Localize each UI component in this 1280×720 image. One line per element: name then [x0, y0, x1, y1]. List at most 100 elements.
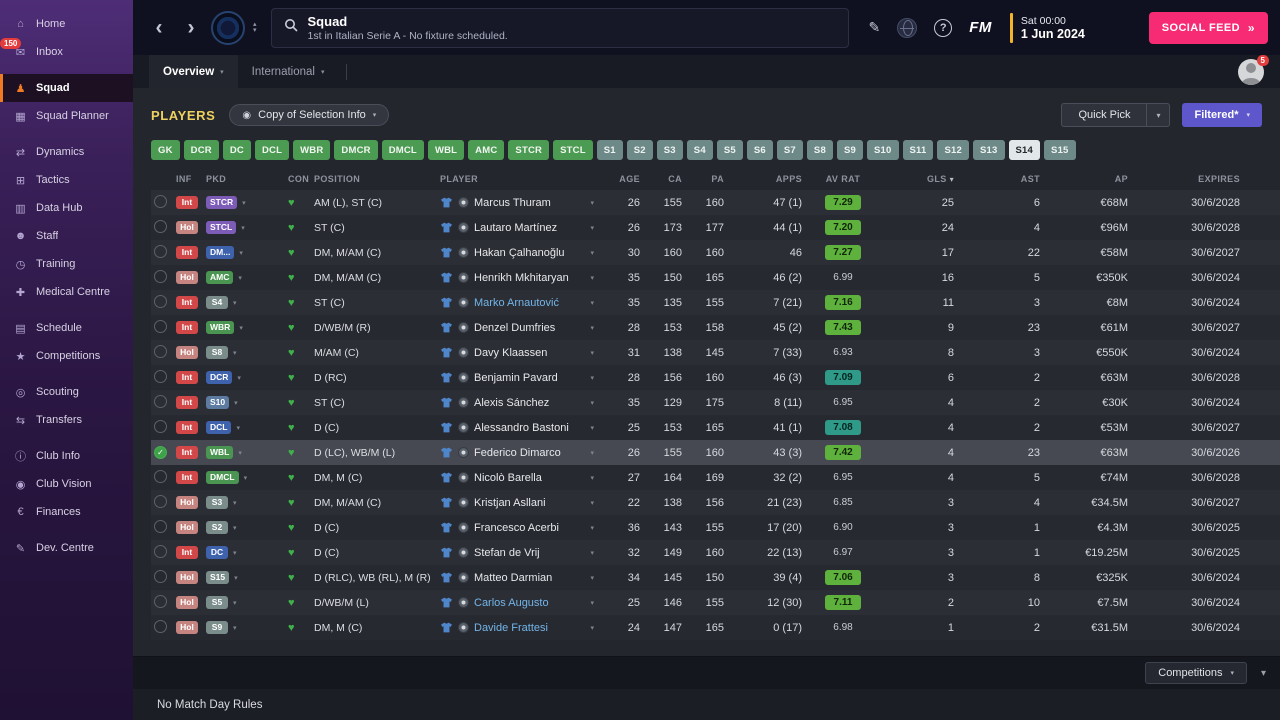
- social-feed-button[interactable]: SOCIAL FEED »: [1148, 11, 1268, 44]
- position-filter-s12[interactable]: S12: [937, 140, 969, 160]
- sidebar-item-inbox[interactable]: ✉ Inbox 150: [0, 38, 133, 66]
- sidebar-item-schedule[interactable]: ▤ Schedule: [0, 314, 133, 342]
- sidebar-item-squad[interactable]: ♟ Squad: [0, 74, 133, 102]
- sidebar-item-club-info[interactable]: ⓘ Club Info: [0, 442, 133, 470]
- position-filter-s8[interactable]: S8: [806, 140, 833, 160]
- forward-button[interactable]: ›: [179, 17, 203, 38]
- row-checkbox[interactable]: [154, 619, 167, 633]
- player-row-denzel-dumfries[interactable]: Int WBR ▾ ♥ D/WB/M (R) Denzel Dumfries ▾ 28 153 1…: [151, 315, 1280, 340]
- player-cell[interactable]: Henrikh Mkhitaryan ▾: [437, 272, 601, 284]
- player-row-federico-dimarco[interactable]: ✓ Int WBL ▾ ♥ D (LC), WB/M (L) Federico Dimarc…: [151, 440, 1280, 465]
- sidebar-item-dynamics[interactable]: ⇄ Dynamics: [0, 138, 133, 166]
- picked-position-badge[interactable]: S9: [206, 620, 228, 635]
- column-header-expires[interactable]: EXPIRES: [1198, 174, 1240, 184]
- edit-icon[interactable]: ✎: [868, 19, 881, 35]
- position-filter-s14[interactable]: S14: [1008, 140, 1041, 160]
- position-filter-s1[interactable]: S1: [596, 140, 623, 160]
- sidebar-item-home[interactable]: ⌂ Home: [0, 10, 133, 38]
- picked-position-badge[interactable]: S10: [206, 395, 230, 410]
- sidebar-item-tactics[interactable]: ⊞ Tactics: [0, 166, 133, 194]
- picked-position-badge[interactable]: WBL: [206, 445, 234, 460]
- column-header-apps[interactable]: APPS: [775, 174, 802, 184]
- player-row-alexis-s-nchez[interactable]: Int S10 ▾ ♥ ST (C) Alexis Sánchez ▾ 35 129 175 8 (…: [151, 390, 1280, 415]
- position-filter-s4[interactable]: S4: [686, 140, 713, 160]
- tab-overview[interactable]: Overview ▾: [149, 55, 238, 88]
- row-checkbox[interactable]: [154, 269, 167, 283]
- position-filter-dmcl[interactable]: DMCL: [381, 140, 424, 160]
- row-checkbox[interactable]: [154, 419, 167, 433]
- help-icon[interactable]: ?: [934, 18, 953, 37]
- row-checkbox[interactable]: ✓: [154, 446, 167, 459]
- player-cell[interactable]: Marcus Thuram ▾: [437, 197, 601, 209]
- picked-position-badge[interactable]: DC: [206, 545, 228, 560]
- world-icon[interactable]: [897, 17, 918, 38]
- picked-position-badge[interactable]: AMC: [206, 270, 234, 285]
- player-row-davide-frattesi[interactable]: Hol S9 ▾ ♥ DM, M (C) Davide Frattesi ▾ 24 147 165…: [151, 615, 1280, 640]
- position-filter-s5[interactable]: S5: [716, 140, 743, 160]
- selection-info-dropdown[interactable]: ◉ Copy of Selection Info ▾: [229, 104, 390, 126]
- position-filter-s10[interactable]: S10: [866, 140, 899, 160]
- column-header-gls[interactable]: GLS ▾: [926, 174, 954, 184]
- player-row-matteo-darmian[interactable]: Hol S15 ▾ ♥ D (RLC), WB (RL), M (R) Matteo Da…: [151, 565, 1280, 590]
- position-filter-stcl[interactable]: STCL: [553, 140, 593, 160]
- club-switch-chevrons[interactable]: ▴ ▾: [253, 21, 257, 34]
- position-filter-gk[interactable]: GK: [151, 140, 180, 160]
- back-button[interactable]: ‹: [147, 17, 171, 38]
- row-checkbox[interactable]: [154, 544, 167, 558]
- player-cell[interactable]: Francesco Acerbi ▾: [437, 522, 601, 534]
- row-checkbox[interactable]: [154, 194, 167, 208]
- sidebar-item-squad-planner[interactable]: ▦ Squad Planner: [0, 102, 133, 130]
- player-row-henrikh-mkhitaryan[interactable]: Hol AMC ▾ ♥ DM, M/AM (C) Henrikh Mkhitaryan ▾ 3…: [151, 265, 1280, 290]
- player-cell[interactable]: Lautaro Martínez ▾: [437, 222, 601, 234]
- sidebar-item-data-hub[interactable]: ▥ Data Hub: [0, 194, 133, 222]
- player-cell[interactable]: Alexis Sánchez ▾: [437, 397, 601, 409]
- player-row-nicol-barella[interactable]: Int DMCL ▾ ♥ DM, M (C) Nicolò Barella ▾ 27 164 16…: [151, 465, 1280, 490]
- position-filter-dc[interactable]: DC: [222, 140, 251, 160]
- position-filter-s6[interactable]: S6: [746, 140, 773, 160]
- picked-position-badge[interactable]: S4: [206, 295, 228, 310]
- row-checkbox[interactable]: [154, 569, 167, 583]
- position-filter-wbr[interactable]: WBR: [293, 140, 331, 160]
- column-header-player[interactable]: PLAYER: [440, 174, 479, 184]
- picked-position-badge[interactable]: DCL: [206, 420, 232, 435]
- player-row-benjamin-pavard[interactable]: Int DCR ▾ ♥ D (RC) Benjamin Pavard ▾ 28 156 160 46…: [151, 365, 1280, 390]
- row-checkbox[interactable]: [154, 369, 167, 383]
- position-filter-dcr[interactable]: DCR: [183, 140, 219, 160]
- picked-position-badge[interactable]: S5: [206, 595, 228, 610]
- player-cell[interactable]: Matteo Darmian ▾: [437, 572, 601, 584]
- player-cell[interactable]: Davide Frattesi ▾: [437, 622, 601, 634]
- row-checkbox[interactable]: [154, 469, 167, 483]
- panel-collapse-icon[interactable]: ▾: [1260, 667, 1266, 679]
- player-row-lautaro-mart-nez[interactable]: Hol STCL ▾ ♥ ST (C) Lautaro Martínez ▾ 26 173 177…: [151, 215, 1280, 240]
- column-header-position[interactable]: POSITION: [314, 174, 361, 184]
- position-filter-s9[interactable]: S9: [836, 140, 863, 160]
- picked-position-badge[interactable]: DCR: [206, 370, 233, 385]
- picked-position-badge[interactable]: STCL: [206, 220, 237, 235]
- picked-position-badge[interactable]: S3: [206, 495, 228, 510]
- player-cell[interactable]: Kristjan Asllani ▾: [437, 497, 601, 509]
- row-checkbox[interactable]: [154, 244, 167, 258]
- picked-position-badge[interactable]: DM...: [206, 245, 235, 260]
- player-cell[interactable]: Davy Klaassen ▾: [437, 347, 601, 359]
- picked-position-badge[interactable]: S2: [206, 520, 228, 535]
- sidebar-item-competitions[interactable]: ★ Competitions: [0, 342, 133, 370]
- position-filter-amc[interactable]: AMC: [468, 140, 505, 160]
- row-checkbox[interactable]: [154, 294, 167, 308]
- player-row-davy-klaassen[interactable]: Hol S8 ▾ ♥ M/AM (C) Davy Klaassen ▾ 31 138 145 7 (…: [151, 340, 1280, 365]
- quick-pick-button[interactable]: Quick Pick: [1061, 103, 1147, 127]
- sidebar-item-medical-centre[interactable]: ✚ Medical Centre: [0, 278, 133, 306]
- position-filter-s3[interactable]: S3: [656, 140, 683, 160]
- position-filter-s2[interactable]: S2: [626, 140, 653, 160]
- competitions-dropdown[interactable]: Competitions ▾: [1145, 662, 1247, 684]
- player-cell[interactable]: Marko Arnautović ▾: [437, 297, 601, 309]
- sidebar-item-scouting[interactable]: ◎ Scouting: [0, 378, 133, 406]
- column-header-con[interactable]: CON: [288, 174, 310, 184]
- player-row-stefan-de-vrij[interactable]: Int DC ▾ ♥ D (C) Stefan de Vrij ▾ 32 149 160 22 (1…: [151, 540, 1280, 565]
- position-filter-s13[interactable]: S13: [973, 140, 1005, 160]
- picked-position-badge[interactable]: STCR: [206, 195, 238, 210]
- player-row-carlos-augusto[interactable]: Hol S5 ▾ ♥ D/WB/M (L) Carlos Augusto ▾ 25 146 155…: [151, 590, 1280, 615]
- sidebar-item-club-vision[interactable]: ◉ Club Vision: [0, 470, 133, 498]
- sidebar-item-finances[interactable]: € Finances: [0, 498, 133, 526]
- player-row-alessandro-bastoni[interactable]: Int DCL ▾ ♥ D (C) Alessandro Bastoni ▾ 25 153 165…: [151, 415, 1280, 440]
- sidebar-item-staff[interactable]: ☻ Staff: [0, 222, 133, 250]
